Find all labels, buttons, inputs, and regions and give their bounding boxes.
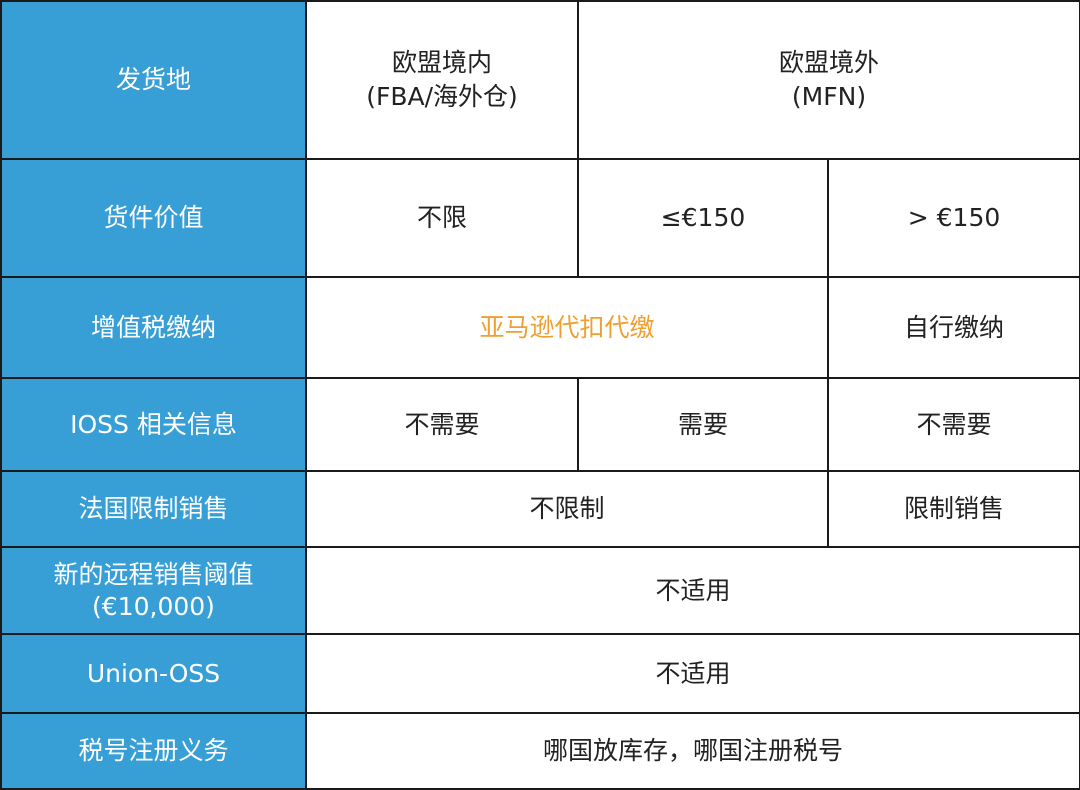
cell-france-c: 限制销售 — [826, 470, 1080, 548]
cell-vat-c: 自行缴纳 — [826, 276, 1080, 379]
cell-value-a: 不限 — [305, 158, 579, 278]
row-vat: 增值税缴纳 亚马逊代扣代缴 自行缴纳 — [0, 276, 1080, 379]
cell-ioss-a: 不需要 — [305, 377, 579, 472]
cell-value-c: > €150 — [826, 158, 1080, 278]
out-eu-subtitle: (MFN) — [791, 82, 867, 111]
row-value: 货件价值 不限 ≤€150 > €150 — [0, 158, 1080, 278]
row-ioss: IOSS 相关信息 不需要 需要 不需要 — [0, 377, 1080, 472]
row-threshold: 新的远程销售阈值 (€10,000) 不适用 — [0, 546, 1080, 635]
cell-oss: 不适用 — [304, 633, 1080, 714]
label-ioss: IOSS 相关信息 — [0, 377, 307, 472]
in-eu-title: 欧盟境内 — [391, 48, 492, 78]
cell-value-b: ≤€150 — [577, 158, 829, 278]
cell-ioss-c: 不需要 — [826, 377, 1080, 472]
in-eu-subtitle: (FBA/海外仓) — [366, 82, 518, 111]
cell-taxid: 哪国放库存，哪国注册税号 — [304, 712, 1080, 790]
threshold-label-line2: (€10,000) — [92, 591, 215, 621]
cell-france-ab: 不限制 — [305, 470, 829, 548]
label-vat: 增值税缴纳 — [0, 276, 307, 379]
cell-out-eu: 欧盟境外 (MFN) — [576, 0, 1080, 160]
cell-vat-ab: 亚马逊代扣代缴 — [305, 276, 829, 379]
label-value: 货件价值 — [0, 158, 307, 278]
label-oss: Union-OSS — [0, 633, 307, 714]
label-threshold: 新的远程销售阈值 (€10,000) — [0, 546, 307, 635]
label-origin: 发货地 — [0, 0, 307, 160]
label-taxid: 税号注册义务 — [0, 712, 307, 790]
label-france: 法国限制销售 — [0, 470, 307, 548]
out-eu-title: 欧盟境外 — [779, 48, 880, 78]
threshold-label-line1: 新的远程销售阈值 — [53, 560, 254, 590]
cell-in-eu: 欧盟境内 (FBA/海外仓) — [305, 0, 579, 160]
row-france: 法国限制销售 不限制 限制销售 — [0, 470, 1080, 548]
cell-threshold: 不适用 — [304, 546, 1080, 635]
row-oss: Union-OSS 不适用 — [0, 633, 1080, 714]
row-taxid: 税号注册义务 哪国放库存，哪国注册税号 — [0, 712, 1080, 790]
cell-ioss-b: 需要 — [577, 377, 829, 472]
row-origin: 发货地 欧盟境内 (FBA/海外仓) 欧盟境外 (MFN) — [0, 0, 1080, 160]
